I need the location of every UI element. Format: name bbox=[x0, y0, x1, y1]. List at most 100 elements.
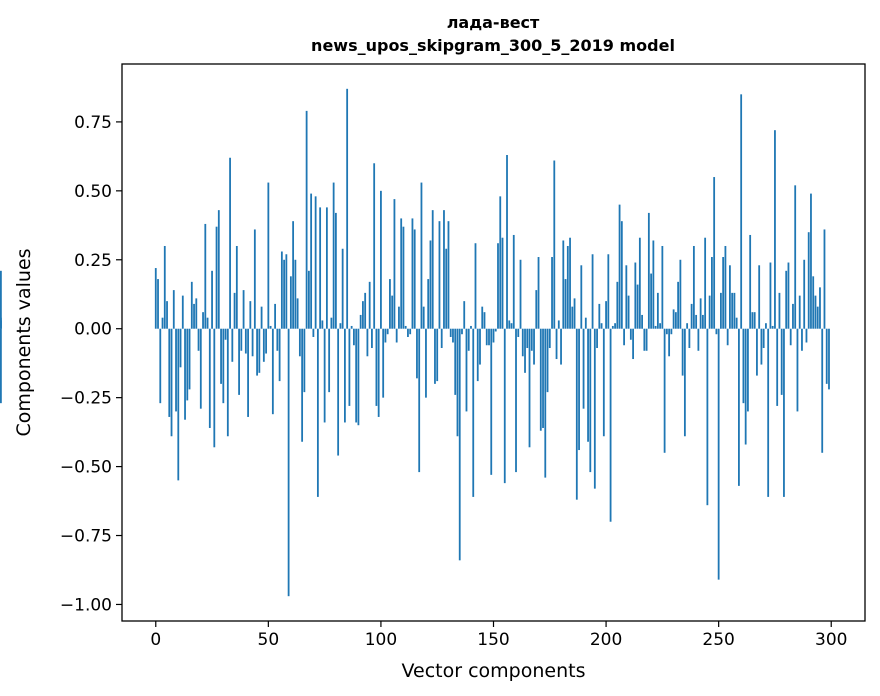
bar bbox=[812, 276, 815, 329]
bar bbox=[463, 301, 466, 329]
bar bbox=[672, 309, 675, 329]
bar bbox=[560, 328, 562, 365]
bar bbox=[695, 314, 698, 329]
bar bbox=[798, 295, 801, 329]
bar bbox=[530, 328, 533, 351]
bar bbox=[251, 328, 254, 357]
bar bbox=[659, 323, 662, 329]
bar bbox=[819, 287, 821, 329]
bar bbox=[686, 323, 689, 329]
bar bbox=[265, 328, 267, 354]
bar bbox=[429, 240, 432, 329]
bar bbox=[517, 328, 520, 337]
bar bbox=[341, 248, 344, 329]
bar bbox=[384, 328, 387, 343]
bar bbox=[332, 182, 335, 329]
bar bbox=[596, 328, 598, 349]
bar bbox=[616, 281, 619, 329]
bar bbox=[247, 328, 249, 417]
bar bbox=[400, 218, 403, 329]
bar bbox=[571, 306, 574, 329]
bar bbox=[440, 328, 443, 349]
bar bbox=[438, 221, 441, 329]
bar bbox=[362, 301, 364, 329]
bar bbox=[208, 328, 211, 428]
bar bbox=[269, 325, 272, 329]
y-tick-label: −0.25 bbox=[60, 389, 112, 409]
bar bbox=[461, 328, 463, 335]
bar bbox=[301, 328, 304, 442]
bar bbox=[425, 328, 427, 398]
bar bbox=[783, 328, 785, 497]
bar bbox=[267, 182, 270, 329]
bar bbox=[334, 212, 337, 329]
bar bbox=[742, 328, 745, 404]
bar bbox=[828, 328, 830, 390]
bar bbox=[701, 314, 704, 329]
bar bbox=[632, 328, 634, 360]
bar bbox=[253, 229, 256, 329]
x-tick-label: 50 bbox=[258, 630, 280, 650]
bar bbox=[154, 268, 157, 329]
bar bbox=[508, 320, 511, 329]
y-axis-label: Components values bbox=[13, 248, 35, 436]
bar bbox=[231, 328, 234, 362]
bar bbox=[445, 248, 448, 329]
y-tick-label: −0.75 bbox=[60, 527, 112, 547]
bar bbox=[535, 290, 538, 329]
bar bbox=[510, 323, 513, 329]
bar bbox=[501, 237, 504, 329]
bar bbox=[512, 234, 515, 329]
bar bbox=[620, 221, 623, 329]
bar bbox=[483, 312, 486, 329]
bar bbox=[796, 328, 799, 412]
bar bbox=[285, 254, 288, 329]
bar bbox=[656, 292, 659, 329]
bar bbox=[758, 265, 761, 329]
x-tick-label: 300 bbox=[815, 630, 847, 650]
bar bbox=[488, 328, 490, 346]
bar bbox=[305, 110, 308, 329]
bar bbox=[711, 257, 713, 329]
bar bbox=[627, 295, 630, 329]
bar bbox=[650, 273, 653, 329]
bar bbox=[407, 328, 409, 337]
bar bbox=[222, 328, 225, 404]
bar bbox=[756, 328, 758, 376]
bar bbox=[190, 281, 193, 329]
bar bbox=[389, 279, 391, 329]
bar bbox=[319, 207, 322, 329]
bar bbox=[661, 245, 664, 329]
bar bbox=[760, 328, 763, 365]
bar bbox=[393, 199, 396, 329]
bar bbox=[731, 292, 734, 329]
bar bbox=[283, 259, 286, 329]
bar bbox=[816, 306, 819, 329]
bar bbox=[260, 306, 263, 329]
bar bbox=[614, 323, 616, 329]
bar bbox=[294, 259, 297, 329]
bar bbox=[738, 328, 740, 486]
bar bbox=[355, 328, 358, 423]
bar bbox=[244, 328, 247, 354]
bar bbox=[609, 328, 612, 522]
bar bbox=[193, 303, 195, 329]
bar bbox=[573, 298, 576, 329]
bar bbox=[654, 325, 657, 329]
bar bbox=[762, 328, 765, 349]
bar bbox=[348, 328, 351, 406]
bar bbox=[544, 328, 547, 478]
bar bbox=[262, 328, 265, 362]
bar bbox=[312, 328, 315, 337]
bar bbox=[780, 328, 783, 395]
bar bbox=[364, 292, 367, 329]
bar bbox=[427, 279, 430, 329]
bar bbox=[744, 328, 747, 445]
bar bbox=[476, 328, 479, 382]
bar bbox=[325, 207, 328, 329]
bar bbox=[539, 328, 542, 431]
bar bbox=[557, 320, 560, 329]
y-tick-label: −0.50 bbox=[60, 458, 112, 478]
bar bbox=[708, 295, 711, 329]
